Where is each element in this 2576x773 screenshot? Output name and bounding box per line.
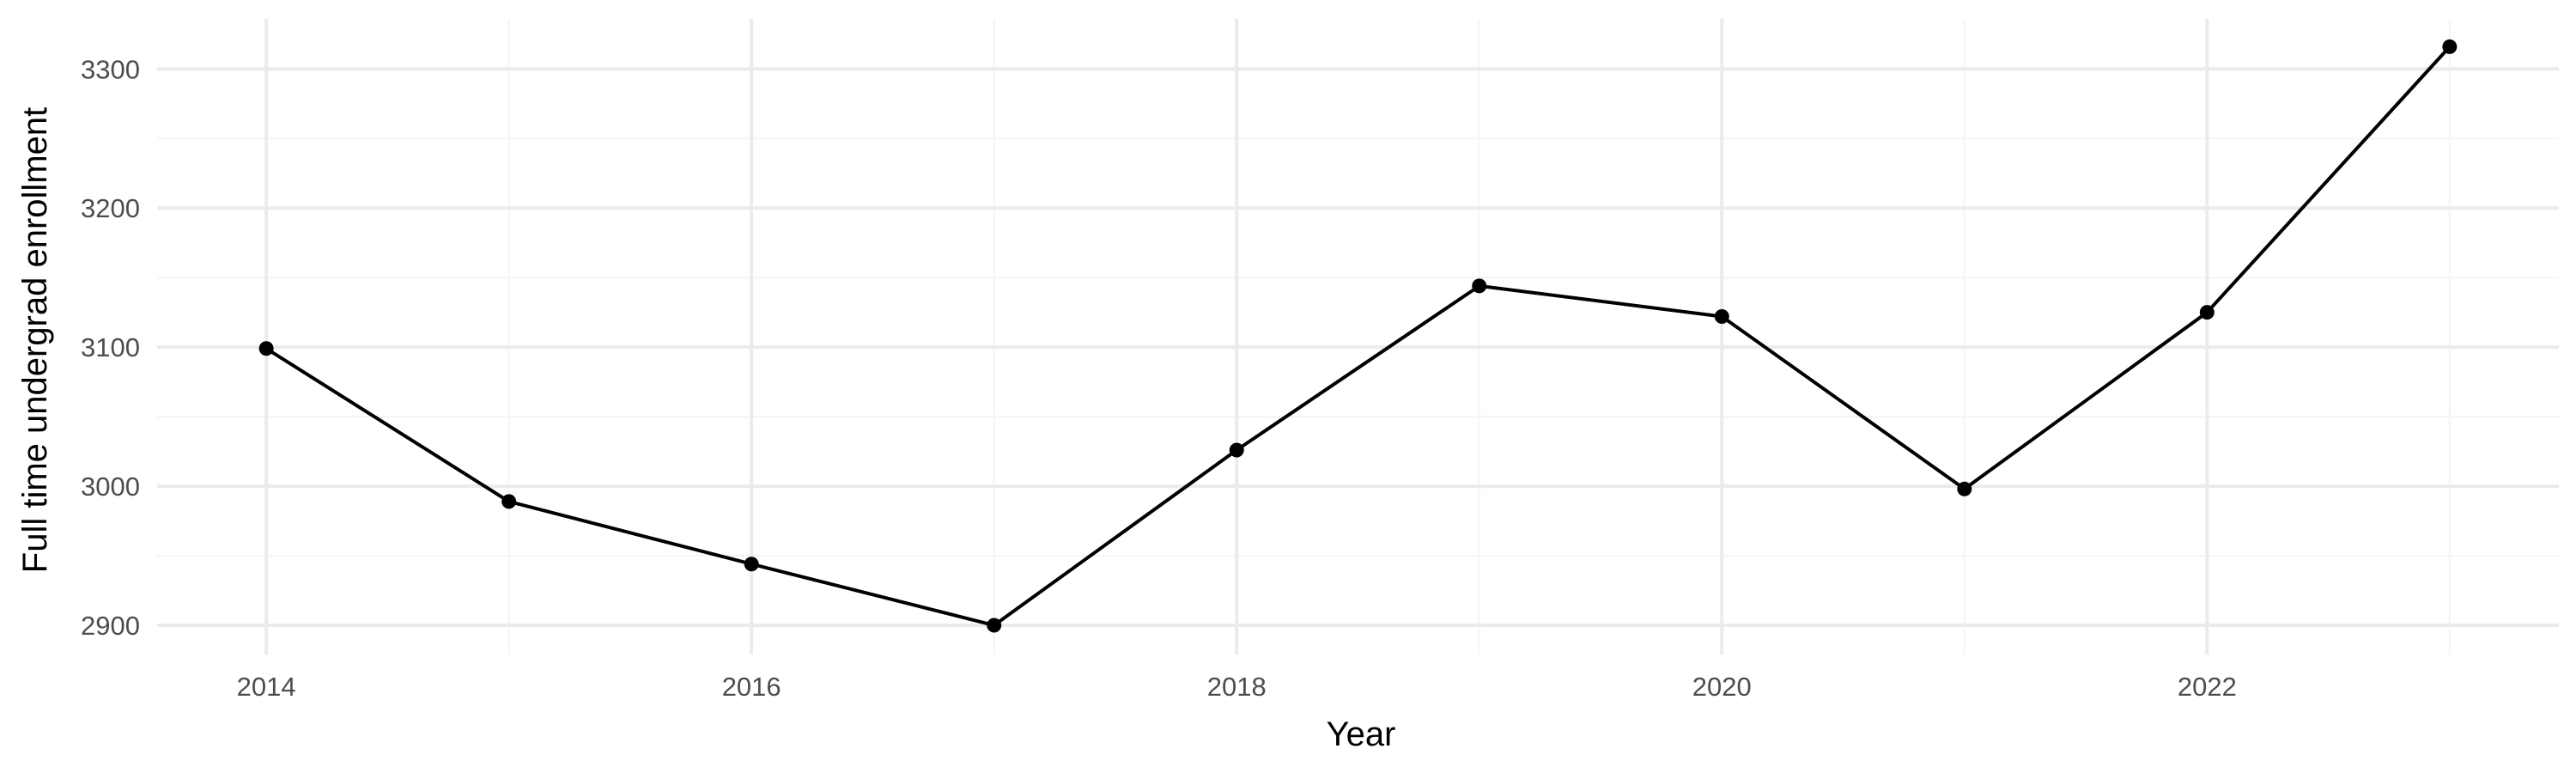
y-tick-label: 3100 bbox=[81, 332, 140, 362]
major-x-gridlines bbox=[264, 19, 2209, 654]
y-tick-label: 2900 bbox=[81, 611, 140, 641]
data-point bbox=[1714, 309, 1729, 325]
data-point bbox=[501, 494, 517, 509]
x-tick-label: 2020 bbox=[1692, 672, 1752, 702]
y-tick-label: 3200 bbox=[81, 193, 140, 223]
x-tick-label: 2022 bbox=[2178, 672, 2237, 702]
data-point bbox=[1472, 278, 1487, 294]
x-tick-label: 2014 bbox=[237, 672, 296, 702]
y-axis-title: Full time undergrad enrollment bbox=[16, 107, 54, 573]
data-point bbox=[987, 618, 1002, 633]
y-axis-tick-labels: 2900 3000 3100 3200 3300 bbox=[81, 54, 140, 641]
x-axis-title: Year bbox=[1327, 715, 1396, 753]
data-point bbox=[2442, 39, 2458, 54]
y-tick-label: 3300 bbox=[81, 54, 140, 84]
x-axis-tick-labels: 2014 2016 2018 2020 2022 bbox=[237, 672, 2237, 702]
y-tick-label: 3000 bbox=[81, 472, 140, 502]
data-point bbox=[1957, 481, 1972, 496]
data-point bbox=[2199, 305, 2215, 320]
x-tick-label: 2018 bbox=[1207, 672, 1267, 702]
data-point bbox=[744, 557, 759, 572]
series-line bbox=[265, 46, 2451, 627]
data-point bbox=[258, 341, 274, 356]
major-y-gridlines bbox=[157, 67, 2559, 627]
data-points bbox=[258, 39, 2458, 633]
x-tick-label: 2016 bbox=[722, 672, 781, 702]
minor-y-gridlines bbox=[157, 137, 2559, 557]
minor-x-gridlines bbox=[507, 19, 2451, 654]
data-point bbox=[1229, 442, 1244, 458]
enrollment-series bbox=[265, 46, 2451, 627]
